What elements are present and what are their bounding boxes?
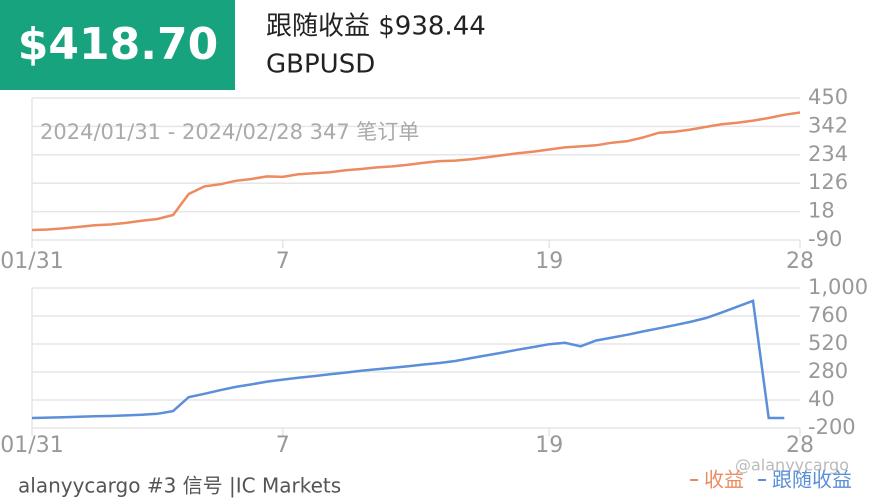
y-tick-label: 40 bbox=[808, 387, 835, 411]
legend: 收益 跟随收益 bbox=[690, 468, 852, 492]
y-tick-label: 760 bbox=[808, 303, 848, 327]
line-series bbox=[31, 299, 785, 420]
line-series bbox=[31, 111, 801, 232]
chart-subtitle: 2024/01/31 - 2024/02/28 347 笔订单 bbox=[40, 120, 419, 144]
title: 跟随收益 $938.44 bbox=[266, 12, 486, 42]
x-tick-label: 01/31 bbox=[0, 433, 63, 458]
y-tick-label: 280 bbox=[808, 359, 848, 383]
badge: $418.70 bbox=[18, 19, 218, 70]
y-tick-label: 126 bbox=[808, 170, 848, 194]
x-tick-label: 28 bbox=[786, 249, 814, 274]
x-tick-label: 28 bbox=[786, 433, 814, 458]
y-tick-label: 450 bbox=[808, 85, 848, 109]
y-tick-label: 342 bbox=[808, 113, 848, 137]
x-tick-label: 01/31 bbox=[0, 249, 63, 274]
y-tick-label: 520 bbox=[808, 331, 848, 355]
y-tick-label: -90 bbox=[808, 227, 842, 251]
y-tick-label: 1,000 bbox=[808, 275, 868, 299]
footer-text: alanyycargo #3 信号 |IC Markets bbox=[18, 474, 341, 498]
y-tick-label: 234 bbox=[808, 142, 848, 166]
legend-label: 跟随收益 bbox=[772, 468, 852, 492]
x-tick-label: 7 bbox=[276, 433, 290, 458]
y-tick-label: 18 bbox=[808, 199, 835, 223]
x-tick-label: 19 bbox=[535, 433, 563, 458]
y-tick-label: -200 bbox=[808, 415, 856, 439]
x-tick-label: 19 bbox=[535, 249, 563, 274]
symbol: GBPUSD bbox=[266, 50, 375, 80]
watermark: @alanyycargo bbox=[735, 456, 849, 475]
x-tick-label: 7 bbox=[276, 249, 290, 274]
legend-label: 收益 bbox=[704, 468, 744, 492]
badge-bg bbox=[0, 0, 235, 90]
